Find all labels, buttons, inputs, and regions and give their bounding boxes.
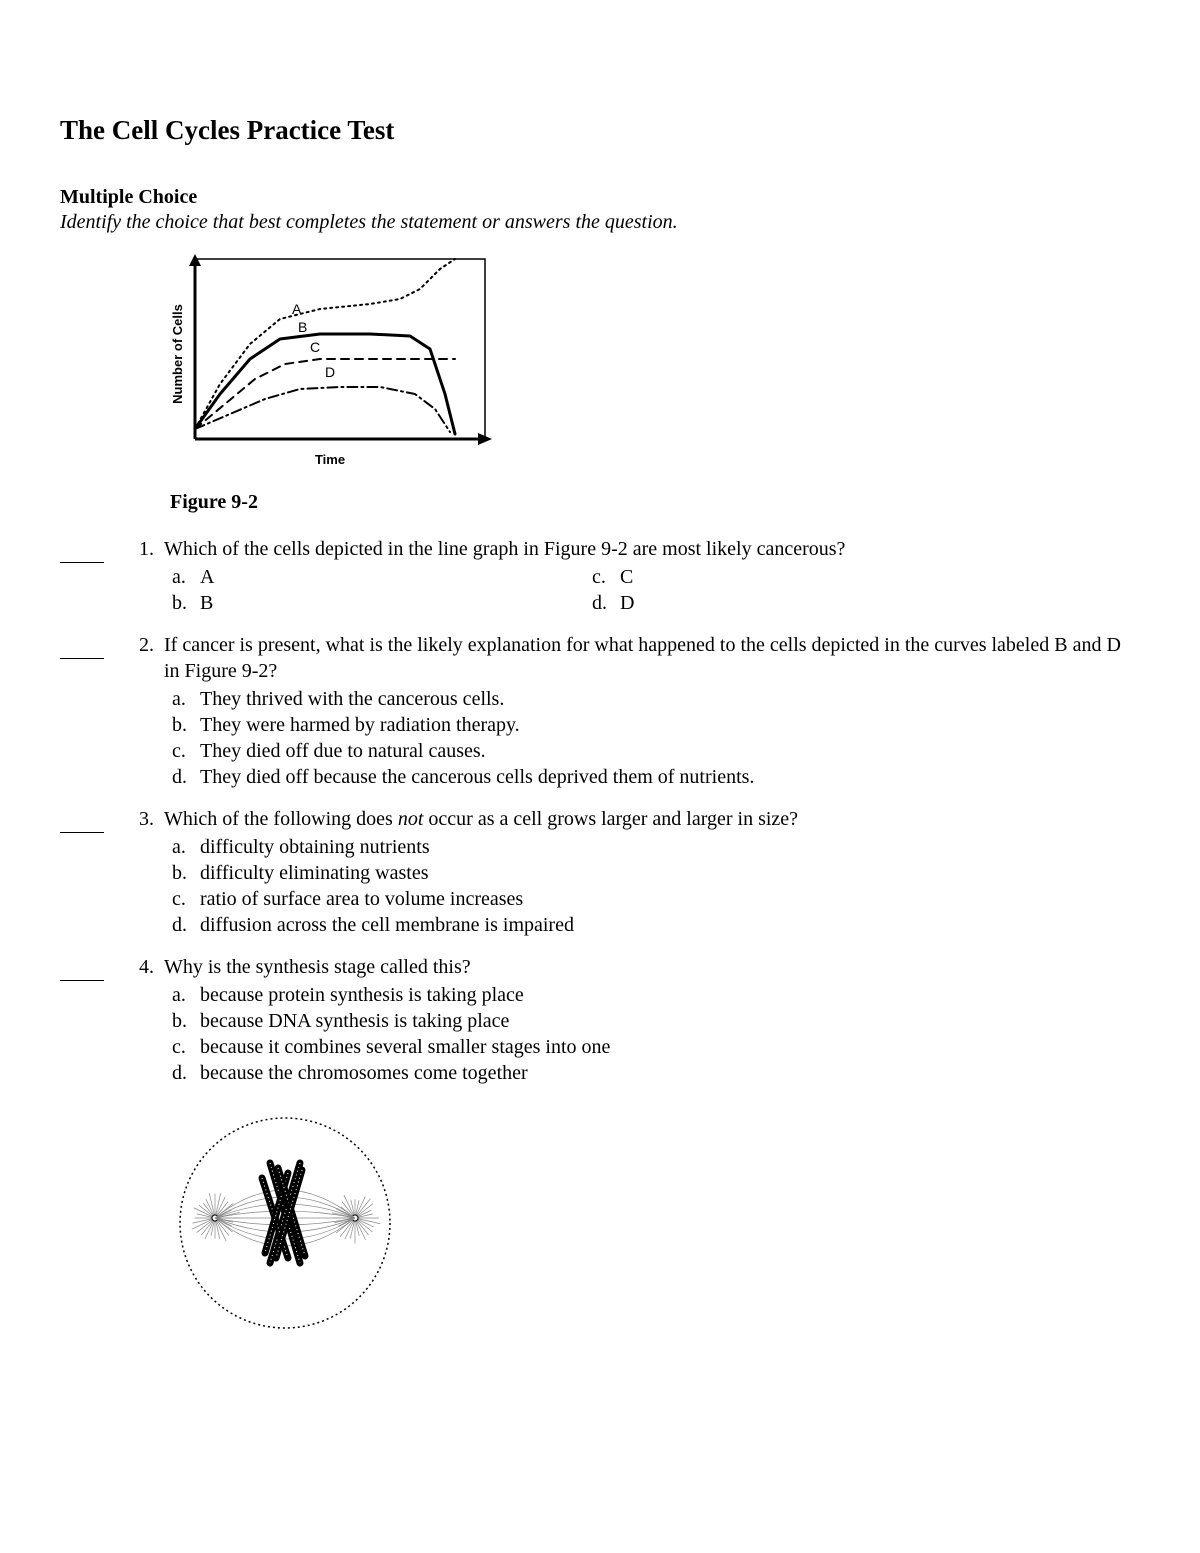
- option-letter: d.: [172, 1060, 200, 1086]
- option-letter: c.: [172, 738, 200, 764]
- option-text: D: [620, 590, 1004, 616]
- option-text: B: [200, 590, 584, 616]
- option-text: A: [200, 564, 584, 590]
- option[interactable]: b.because DNA synthesis is taking place: [172, 1008, 1140, 1034]
- option-letter: d.: [592, 590, 620, 616]
- option-text: because protein synthesis is taking plac…: [200, 982, 1140, 1008]
- option[interactable]: c.C: [592, 564, 1004, 590]
- option[interactable]: b.They were harmed by radiation therapy.: [172, 712, 1140, 738]
- svg-text:Number of Cells: Number of Cells: [170, 304, 185, 404]
- question-number: 2.: [124, 632, 154, 790]
- figure-9-2-chart: ABCD Time Number of Cells: [170, 254, 1140, 479]
- option[interactable]: a.A: [172, 564, 584, 590]
- svg-text:A: A: [292, 301, 302, 317]
- section-instruction: Identify the choice that best completes …: [60, 211, 1140, 234]
- option[interactable]: c.because it combines several smaller st…: [172, 1034, 1140, 1060]
- option-letter: d.: [172, 912, 200, 938]
- option-letter: b.: [172, 712, 200, 738]
- option-letter: b.: [172, 590, 200, 616]
- option-letter: a.: [172, 564, 200, 590]
- cell-diagram-svg: [170, 1108, 400, 1338]
- option-text: They died off because the cancerous cell…: [200, 764, 1140, 790]
- line-chart-svg: ABCD Time Number of Cells: [170, 254, 510, 474]
- option-letter: a.: [172, 982, 200, 1008]
- answer-blank[interactable]: [60, 540, 104, 563]
- answer-blank[interactable]: [60, 810, 104, 833]
- option-letter: d.: [172, 764, 200, 790]
- option-text: C: [620, 564, 1004, 590]
- question-number: 3.: [124, 806, 154, 938]
- question-4: 4.Why is the synthesis stage called this…: [60, 954, 1140, 1086]
- option-text: difficulty obtaining nutrients: [200, 834, 1140, 860]
- answer-blank[interactable]: [60, 636, 104, 659]
- question-3: 3. Which of the following does not occur …: [60, 806, 1140, 938]
- option[interactable]: a.They thrived with the cancerous cells.: [172, 686, 1140, 712]
- option-text: They were harmed by radiation therapy.: [200, 712, 1140, 738]
- svg-text:B: B: [298, 319, 307, 335]
- option-letter: c.: [172, 886, 200, 912]
- option-text: because DNA synthesis is taking place: [200, 1008, 1140, 1034]
- option[interactable]: a.difficulty obtaining nutrients: [172, 834, 1140, 860]
- option-text: They thrived with the cancerous cells.: [200, 686, 1140, 712]
- option[interactable]: c.ratio of surface area to volume increa…: [172, 886, 1140, 912]
- option-letter: a.: [172, 834, 200, 860]
- question-stem: Which of the following does not occur as…: [164, 806, 1140, 832]
- option-letter: b.: [172, 860, 200, 886]
- svg-text:C: C: [310, 339, 320, 355]
- cell-mitosis-figure: [170, 1108, 1140, 1343]
- option-letter: a.: [172, 686, 200, 712]
- option-text: ratio of surface area to volume increase…: [200, 886, 1140, 912]
- svg-text:D: D: [325, 364, 335, 380]
- option-text: They died off due to natural causes.: [200, 738, 1140, 764]
- page: The Cell Cycles Practice Test Multiple C…: [0, 0, 1200, 1553]
- option[interactable]: d.because the chromosomes come together: [172, 1060, 1140, 1086]
- option[interactable]: a.because protein synthesis is taking pl…: [172, 982, 1140, 1008]
- question-1: 1. Which of the cells depicted in the lin…: [60, 536, 1140, 616]
- option[interactable]: b.difficulty eliminating wastes: [172, 860, 1140, 886]
- option[interactable]: d.D: [592, 590, 1004, 616]
- section-heading: Multiple Choice: [60, 186, 1140, 209]
- option-text: difficulty eliminating wastes: [200, 860, 1140, 886]
- question-body: Which of the following does not occur as…: [164, 806, 1140, 938]
- option-text: diffusion across the cell membrane is im…: [200, 912, 1140, 938]
- svg-text:Time: Time: [315, 452, 345, 467]
- question-number: 1.: [124, 536, 154, 616]
- answer-blank[interactable]: [60, 958, 104, 981]
- question-body: If cancer is present, what is the likely…: [164, 632, 1140, 790]
- question-body: Why is the synthesis stage called this?a…: [164, 954, 1140, 1086]
- option-text: because the chromosomes come together: [200, 1060, 1140, 1086]
- option-letter: c.: [592, 564, 620, 590]
- question-stem: Which of the cells depicted in the line …: [164, 536, 1140, 562]
- option-letter: b.: [172, 1008, 200, 1034]
- question-2: 2.If cancer is present, what is the like…: [60, 632, 1140, 790]
- question-body: Which of the cells depicted in the line …: [164, 536, 1140, 616]
- questions-container: 1. Which of the cells depicted in the lin…: [60, 536, 1140, 1086]
- question-number: 4.: [124, 954, 154, 1086]
- option-letter: c.: [172, 1034, 200, 1060]
- option[interactable]: d.diffusion across the cell membrane is …: [172, 912, 1140, 938]
- question-stem: If cancer is present, what is the likely…: [164, 632, 1140, 684]
- option[interactable]: d.They died off because the cancerous ce…: [172, 764, 1140, 790]
- question-stem: Why is the synthesis stage called this?: [164, 954, 1140, 980]
- option[interactable]: b.B: [172, 590, 584, 616]
- page-title: The Cell Cycles Practice Test: [60, 115, 1140, 146]
- option[interactable]: c.They died off due to natural causes.: [172, 738, 1140, 764]
- figure-9-2-caption: Figure 9-2: [170, 491, 1140, 514]
- option-text: because it combines several smaller stag…: [200, 1034, 1140, 1060]
